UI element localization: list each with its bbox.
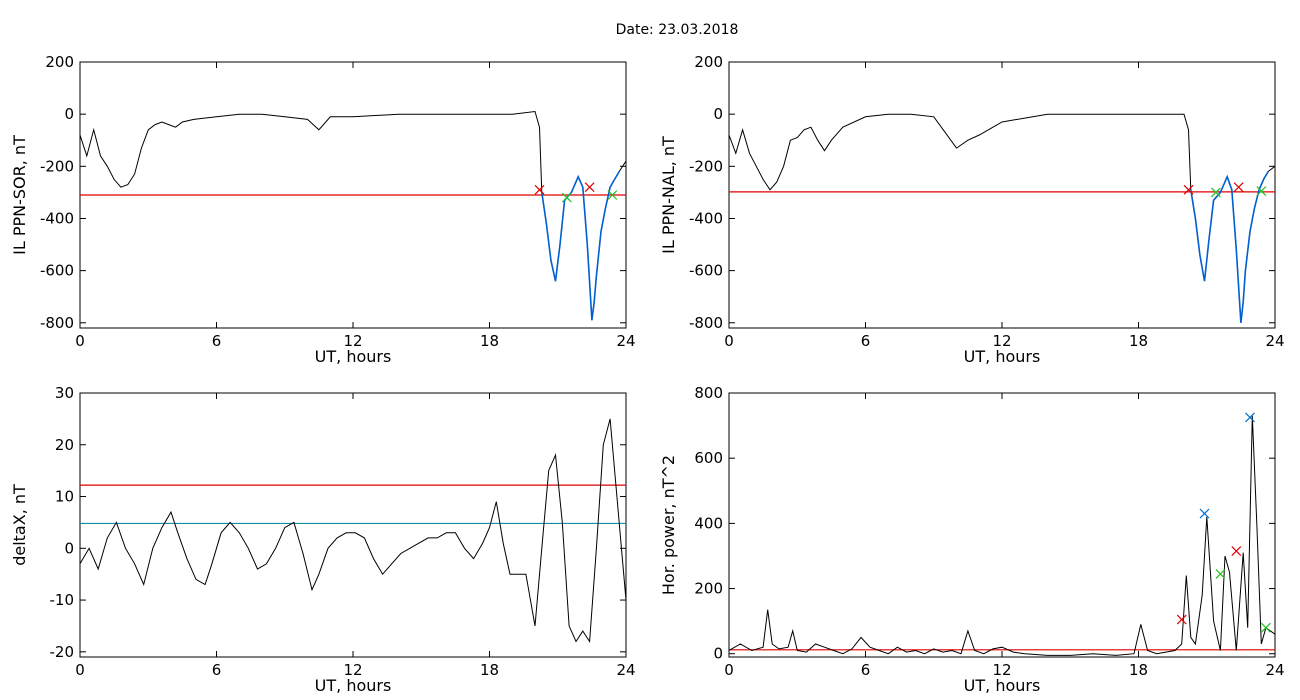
y-tick-label: 0 [713, 645, 723, 663]
y-tick-label: 0 [64, 105, 74, 123]
panel-il-ppn-sor: IL PPN-SOR, nT UT, hours 0 6 12 18 24 -800 -60… [10, 53, 636, 366]
series-line [729, 415, 1275, 656]
marker-red [534, 184, 545, 195]
y-tick-label: 800 [694, 384, 723, 402]
marker-red [1183, 184, 1194, 195]
x-tick-label: 6 [861, 332, 871, 350]
x-tick-label: 12 [343, 661, 362, 679]
y-tick-label: -400 [689, 209, 723, 227]
figure-title: Date: 23.03.2018 [616, 22, 739, 38]
y-tick-label: 0 [713, 105, 723, 123]
x-tick-label: 0 [724, 332, 734, 350]
plot-frame [728, 61, 1276, 329]
marker-green [561, 192, 572, 203]
x-tick-label: 0 [75, 332, 85, 350]
y-tick-label: 200 [694, 580, 723, 598]
y-tick-label: -400 [40, 209, 74, 227]
marker-red [1233, 182, 1244, 193]
x-tick-label: 24 [616, 332, 635, 350]
x-tick-label: 24 [1265, 661, 1284, 679]
y-axis-title: IL PPN-NAL, nT [659, 136, 678, 254]
x-axis-title: UT, hours [964, 347, 1041, 366]
y-tick-label: 400 [694, 514, 723, 532]
panel-il-ppn-nal: IL PPN-NAL, nT UT, hours 0 6 12 18 24 -800 -60… [659, 53, 1285, 366]
y-tick-label: 10 [55, 488, 74, 506]
y-tick-label: -10 [50, 591, 75, 609]
y-tick-label: 30 [55, 384, 74, 402]
marker-green [607, 190, 618, 200]
x-axis-title: UT, hours [315, 676, 392, 695]
marker-blue [1245, 412, 1255, 423]
x-tick-label: 18 [1129, 661, 1148, 679]
y-tick-label: -200 [40, 157, 74, 175]
marker-green [1260, 622, 1271, 633]
highlight-line [1190, 171, 1269, 323]
marker-blue [1199, 508, 1210, 519]
y-tick-label: -200 [689, 157, 723, 175]
x-tick-label: 12 [343, 332, 362, 350]
y-axis-title: IL PPN-SOR, nT [10, 135, 29, 255]
series-line [729, 113, 1275, 323]
y-tick-label: 0 [64, 539, 74, 557]
y-tick-label: 200 [694, 53, 723, 71]
y-tick-label: -800 [40, 314, 74, 332]
series-line [80, 418, 626, 644]
y-tick-label: -20 [50, 643, 75, 661]
series-line [80, 110, 626, 321]
x-axis-title: UT, hours [315, 347, 392, 366]
x-tick-label: 12 [992, 332, 1011, 350]
y-tick-label: 200 [45, 53, 74, 71]
y-axis-title: Hor. power, nT^2 [659, 455, 678, 595]
x-tick-label: 6 [212, 661, 222, 679]
panel-hor-power: Hor. power, nT^2 UT, hours 0 6 12 18 24 0 200 4… [659, 384, 1285, 695]
x-tick-label: 6 [212, 332, 222, 350]
plot-frame [728, 392, 1276, 658]
marker-green [1256, 186, 1267, 197]
x-axis-title: UT, hours [964, 676, 1041, 695]
y-tick-label: -800 [689, 314, 723, 332]
x-tick-label: 24 [1265, 332, 1284, 350]
x-tick-label: 18 [480, 332, 499, 350]
marker-red [584, 182, 595, 193]
y-tick-label: 20 [55, 436, 74, 454]
x-tick-label: 12 [992, 661, 1011, 679]
panel-deltax: deltaX, nT UT, hours 0 6 12 18 24 -20 -10 0 10 20… [10, 384, 636, 695]
y-axis-title: deltaX, nT [10, 484, 29, 566]
x-tick-label: 0 [724, 661, 734, 679]
marker-red [1176, 614, 1187, 625]
x-tick-label: 6 [861, 661, 871, 679]
y-tick-label: -600 [689, 262, 723, 280]
marker-green [1210, 187, 1221, 198]
x-tick-label: 24 [616, 661, 635, 679]
y-tick-label: -600 [40, 262, 74, 280]
marker-green [1215, 568, 1226, 579]
x-tick-label: 18 [1129, 332, 1148, 350]
highlight-line [541, 171, 620, 321]
marker-red [1231, 546, 1242, 556]
x-tick-label: 18 [480, 661, 499, 679]
x-tick-label: 0 [75, 661, 85, 679]
y-tick-label: 600 [694, 449, 723, 467]
